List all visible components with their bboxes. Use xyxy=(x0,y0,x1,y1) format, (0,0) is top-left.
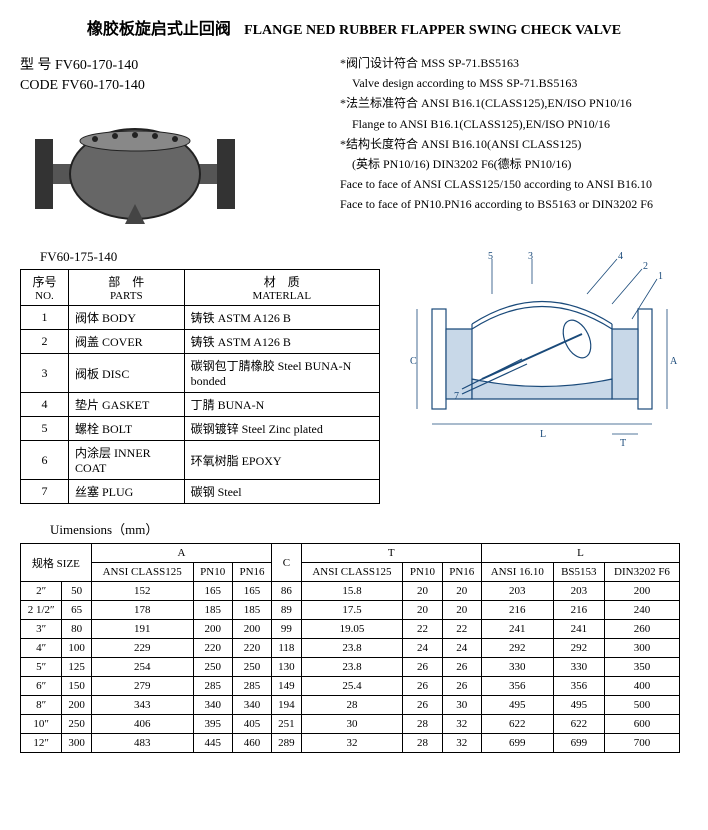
parts-table: 序号 NO. 部 件 PARTS 材 质 MATERLAL 1阀体 BODY铸铁… xyxy=(20,269,380,504)
table-row: 10″250406395405251302832622622600 xyxy=(21,715,680,734)
table-row: 7丝塞 PLUG碳钢 Steel xyxy=(21,480,380,504)
spec-l8: Face to face of PN10.PN16 according to B… xyxy=(340,195,688,214)
title-cn: 橡胶板旋启式止回阀 xyxy=(87,21,231,38)
hdr-size: 规格 SIZE xyxy=(21,544,92,582)
spec-l4: Flange to ANSI B16.1(CLASS125),EN/ISO PN… xyxy=(340,115,688,134)
lbl-5: 5 xyxy=(488,251,493,262)
table-row: 4″10022922022011823.82424292292300 xyxy=(21,639,680,658)
spec-l2: Valve design according to MSS SP-71.BS51… xyxy=(340,74,688,93)
hdr-t-pn16: PN16 xyxy=(442,563,481,582)
hdr-parts: 部 件 PARTS xyxy=(69,270,185,306)
dim-l: L xyxy=(540,429,546,440)
hdr-l-ansi: ANSI 16.10 xyxy=(481,563,553,582)
section-diagram: 5 3 4 2 1 7 C A T L xyxy=(395,249,688,449)
dim-c: C xyxy=(410,356,417,367)
hdr-t-pn10: PN10 xyxy=(403,563,442,582)
dim-t: T xyxy=(620,438,626,449)
hdr-material: 材 质 MATERLAL xyxy=(184,270,379,306)
table-row: 5螺栓 BOLT碳钢镀锌 Steel Zinc plated xyxy=(21,417,380,441)
title-en: FLANGE NED RUBBER FLAPPER SWING CHECK VA… xyxy=(244,23,621,38)
hdr-l-bs: BS5153 xyxy=(553,563,604,582)
hdr-a: A xyxy=(91,544,271,563)
table-row: 3阀板 DISC碳钢包丁腈橡胶 Steel BUNA-N bonded xyxy=(21,354,380,393)
table-row: 12″300483445460289322832699699700 xyxy=(21,734,680,753)
dimensions-table: 规格 SIZE A C T L ANSI CLASS125 PN10 PN16 … xyxy=(20,543,680,753)
spec-l1: *阀门设计符合 MSS SP-71.BS5163 xyxy=(340,54,688,73)
hdr-a-ansi: ANSI CLASS125 xyxy=(91,563,193,582)
table-row: 2″501521651658615.82020203203200 xyxy=(21,582,680,601)
sub-model: FV60-175-140 xyxy=(20,249,380,265)
model-en: CODE FV60-170-140 xyxy=(20,78,320,94)
dimensions-caption: Uimensions（mm） xyxy=(50,519,688,538)
table-row: 8″200343340340194282630495495500 xyxy=(21,696,680,715)
product-photo xyxy=(20,104,250,234)
spec-l5: *结构长度符合 ANSI B16.10(ANSI CLASS125) xyxy=(340,135,688,154)
model-cn: 型 号 FV60-170-140 xyxy=(20,54,320,74)
parts-wrap: FV60-175-140 序号 NO. 部 件 PARTS 材 质 MATERL… xyxy=(20,249,380,504)
mid-section: FV60-175-140 序号 NO. 部 件 PARTS 材 质 MATERL… xyxy=(20,249,688,504)
page-title: 橡胶板旋启式止回阀 FLANGE NED RUBBER FLAPPER SWIN… xyxy=(20,15,688,39)
lbl-2: 2 xyxy=(643,261,648,272)
table-row: 3″801912002009919.052222241241260 xyxy=(21,620,680,639)
lbl-7: 7 xyxy=(454,391,459,402)
parts-header-row: 序号 NO. 部 件 PARTS 材 质 MATERLAL xyxy=(21,270,380,306)
dims-header-1: 规格 SIZE A C T L xyxy=(21,544,680,563)
spec-l6: (英标 PN10/16) DIN3202 F6(德标 PN10/16) xyxy=(340,155,688,174)
table-row: 2阀盖 COVER铸铁 ASTM A126 B xyxy=(21,330,380,354)
table-row: 2 1/2″651781851858917.52020216216240 xyxy=(21,601,680,620)
header-block: 型 号 FV60-170-140 CODE FV60-170-140 *阀门设计… xyxy=(20,54,688,234)
spec-l7: Face to face of ANSI CLASS125/150 accord… xyxy=(340,175,688,194)
table-row: 6内涂层 INNER COAT环氧树脂 EPOXY xyxy=(21,441,380,480)
header-left: 型 号 FV60-170-140 CODE FV60-170-140 xyxy=(20,54,320,234)
lbl-1: 1 xyxy=(658,271,663,282)
hdr-l: L xyxy=(481,544,679,563)
table-row: 5″12525425025013023.82626330330350 xyxy=(21,658,680,677)
hdr-no: 序号 NO. xyxy=(21,270,69,306)
lbl-4: 4 xyxy=(618,251,623,262)
hdr-t-ansi: ANSI CLASS125 xyxy=(301,563,403,582)
table-row: 6″15027928528514925.42626356356400 xyxy=(21,677,680,696)
hdr-a-pn10: PN10 xyxy=(193,563,232,582)
dim-a: A xyxy=(670,356,678,367)
spec-text: *阀门设计符合 MSS SP-71.BS5163 Valve design ac… xyxy=(340,54,688,234)
table-row: 1阀体 BODY铸铁 ASTM A126 B xyxy=(21,306,380,330)
hdr-l-din: DIN3202 F6 xyxy=(604,563,679,582)
hdr-t: T xyxy=(301,544,481,563)
dims-header-2: ANSI CLASS125 PN10 PN16 ANSI CLASS125 PN… xyxy=(21,563,680,582)
hdr-a-pn16: PN16 xyxy=(232,563,271,582)
lbl-3: 3 xyxy=(528,251,533,262)
spec-l3: *法兰标准符合 ANSI B16.1(CLASS125),EN/ISO PN10… xyxy=(340,94,688,113)
table-row: 4垫片 GASKET丁腈 BUNA-N xyxy=(21,393,380,417)
hdr-c: C xyxy=(272,544,301,582)
